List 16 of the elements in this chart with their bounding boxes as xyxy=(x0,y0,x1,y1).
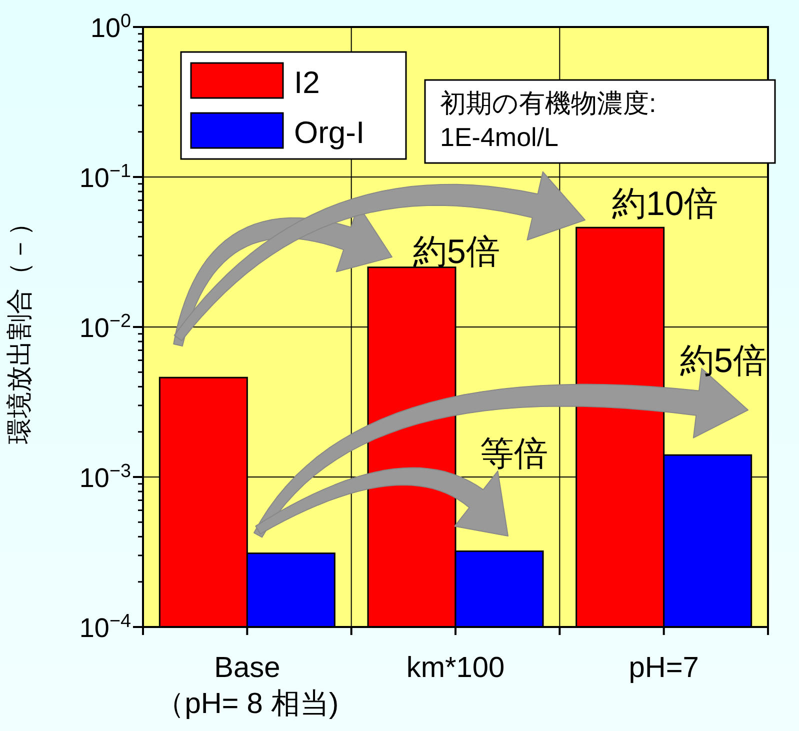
x-tick-label: Base （pH= 8 相当) xyxy=(156,652,339,720)
y-tick-label: 10$^{0}$ xyxy=(90,10,131,43)
y-tick-label: 10$^{−4}$ xyxy=(79,610,131,643)
annotation: 初期の有機物濃度: 1E-4mol/L xyxy=(440,88,656,152)
x-tick-label: pH=7 xyxy=(628,652,699,684)
legend-label: I2 xyxy=(294,65,320,100)
y-axis-title: 環境放出割合（－） xyxy=(4,210,34,444)
annotation: 約5倍 xyxy=(680,342,767,380)
annotation: 約5倍 xyxy=(413,233,500,271)
legend-label: Org-I xyxy=(294,115,365,150)
y-tick-label: 10$^{−2}$ xyxy=(79,310,131,343)
x-tick-label: km*100 xyxy=(406,652,505,684)
y-tick-label: 10$^{−1}$ xyxy=(79,160,131,193)
y-tick-label: 10$^{−3}$ xyxy=(79,460,131,493)
annotation: 等倍 xyxy=(480,435,548,473)
annotation: 約10倍 xyxy=(612,185,718,223)
